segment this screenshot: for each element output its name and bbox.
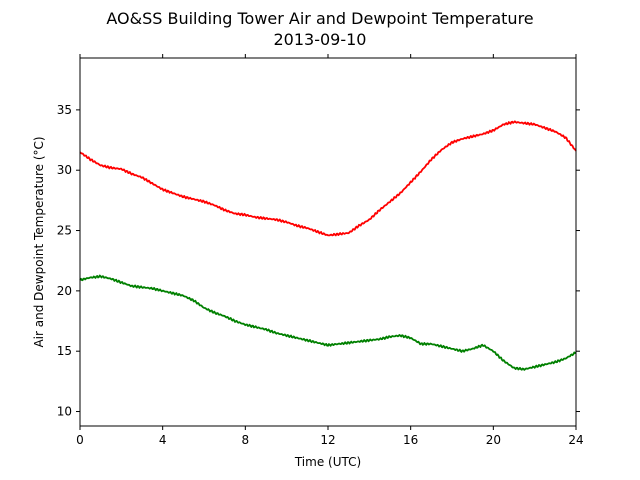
x-tick-label: 12	[320, 433, 335, 447]
x-tick-label: 0	[76, 433, 84, 447]
plot-frame	[79, 57, 577, 427]
axis-ticks: 0 4 8 12 16 20 24 10 15 20 25 30 35	[57, 54, 584, 447]
y-tick-label: 25	[57, 224, 72, 238]
series-line-1	[79, 120, 577, 237]
series-line-2	[79, 274, 577, 371]
x-tick-label: 24	[568, 433, 583, 447]
y-axis-label: Air and Dewpoint Temperature (°C)	[32, 136, 46, 347]
y-tick-label: 20	[57, 284, 72, 298]
y-tick-label: 35	[57, 103, 72, 117]
chart-title: AO&SS Building Tower Air and Dewpoint Te…	[106, 9, 533, 28]
x-tick-label: 16	[403, 433, 418, 447]
chart-subtitle: 2013-09-10	[274, 30, 367, 49]
x-tick-label: 4	[159, 433, 167, 447]
plot-lines	[79, 120, 577, 371]
y-tick-label: 10	[57, 405, 72, 419]
y-tick-label: 15	[57, 344, 72, 358]
x-tick-label: 8	[242, 433, 250, 447]
x-axis-label: Time (UTC)	[294, 455, 361, 469]
y-tick-label: 30	[57, 163, 72, 177]
x-tick-label: 20	[486, 433, 501, 447]
